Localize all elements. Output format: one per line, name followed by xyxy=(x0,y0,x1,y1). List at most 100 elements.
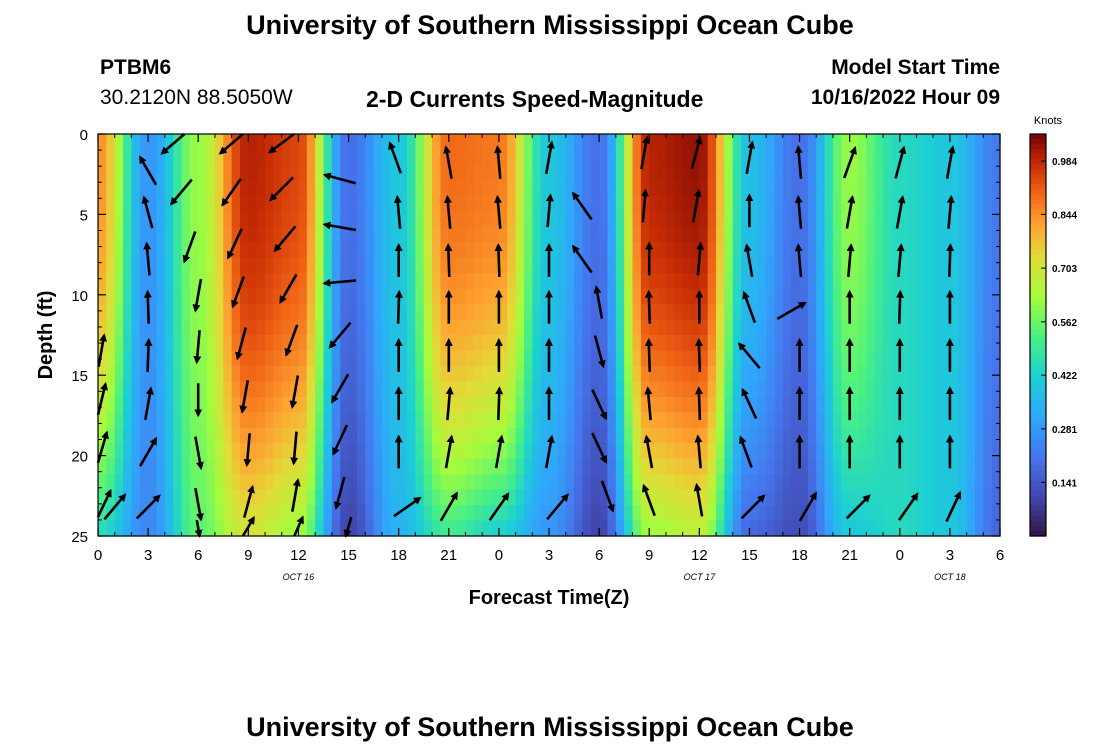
heatmap-cell xyxy=(248,288,258,305)
heatmap-cell xyxy=(791,350,801,367)
heatmap-cell xyxy=(340,195,350,212)
heatmap-cell xyxy=(239,474,249,491)
heatmap-cell xyxy=(390,350,400,367)
heatmap-cell xyxy=(498,273,508,290)
heatmap-cell xyxy=(599,365,609,382)
heatmap-cell xyxy=(181,505,191,522)
heatmap-cell xyxy=(774,335,784,352)
heatmap-cell xyxy=(139,242,149,259)
heatmap-cell xyxy=(640,365,650,382)
heatmap-cell xyxy=(148,365,158,382)
heatmap-cell xyxy=(974,520,984,537)
heatmap-cell xyxy=(139,396,149,413)
heatmap-cell xyxy=(983,149,993,166)
heatmap-cell xyxy=(148,195,158,212)
heatmap-cell xyxy=(824,304,834,321)
heatmap-cell xyxy=(156,520,166,537)
heatmap-cell xyxy=(707,458,717,475)
heatmap-cell xyxy=(515,319,525,336)
heatmap-cell xyxy=(832,149,842,166)
heatmap-cell xyxy=(348,365,358,382)
heatmap-cell xyxy=(941,180,951,197)
heatmap-cell xyxy=(106,242,116,259)
heatmap-cell xyxy=(98,134,107,151)
heatmap-cell xyxy=(858,412,867,429)
heatmap-cell xyxy=(782,164,792,181)
heatmap-cell xyxy=(891,350,901,367)
heatmap-cell xyxy=(549,273,558,290)
heatmap-cell xyxy=(565,350,575,367)
heatmap-cell xyxy=(908,474,918,491)
heatmap-cell xyxy=(807,226,817,243)
heatmap-cell xyxy=(716,134,725,151)
heatmap-cell xyxy=(189,520,199,537)
heatmap-cell xyxy=(98,365,107,382)
heatmap-cell xyxy=(974,242,984,259)
heatmap-cell xyxy=(991,304,1001,321)
heatmap-cell xyxy=(206,474,216,491)
heatmap-cell xyxy=(699,350,709,367)
heatmap-cell xyxy=(415,164,425,181)
heatmap-cell xyxy=(348,474,358,491)
heatmap-cell xyxy=(565,226,575,243)
heatmap-cell xyxy=(933,474,943,491)
heatmap-cell xyxy=(749,335,759,352)
heatmap-cell xyxy=(883,195,893,212)
heatmap-cell xyxy=(757,505,767,522)
heatmap-cell xyxy=(624,288,634,305)
heatmap-cell xyxy=(549,474,558,491)
current-vector xyxy=(138,436,158,467)
heatmap-cell xyxy=(690,458,700,475)
heatmap-cell xyxy=(699,242,709,259)
heatmap-cell xyxy=(799,288,809,305)
heatmap-cell xyxy=(273,149,283,166)
heatmap-cell xyxy=(590,489,600,506)
heatmap-cell xyxy=(958,505,968,522)
current-vector xyxy=(544,140,555,175)
heatmap-cell xyxy=(624,319,634,336)
heatmap-cell xyxy=(974,273,984,290)
heatmap-cell xyxy=(549,226,558,243)
heatmap-cell xyxy=(490,211,500,228)
current-vector xyxy=(794,194,803,229)
heatmap-cell xyxy=(540,134,550,151)
heatmap-cell xyxy=(407,365,416,382)
heatmap-cell xyxy=(832,211,842,228)
heatmap-cell xyxy=(281,396,291,413)
heatmap-cell xyxy=(766,257,776,274)
heatmap-cell xyxy=(908,288,918,305)
heatmap-cell xyxy=(164,242,174,259)
heatmap-cell xyxy=(148,520,158,537)
heatmap-cell xyxy=(214,458,224,475)
heatmap-cell xyxy=(398,412,408,429)
heatmap-cell xyxy=(749,381,759,398)
heatmap-cell xyxy=(582,211,592,228)
heatmap-cell xyxy=(682,365,692,382)
heatmap-cell xyxy=(532,319,542,336)
heatmap-cell xyxy=(415,226,425,243)
heatmap-cell xyxy=(131,520,141,537)
heatmap-cell xyxy=(866,288,876,305)
heatmap-cell xyxy=(482,335,492,352)
heatmap-cell xyxy=(707,149,717,166)
y-tick-label: 5 xyxy=(80,207,88,224)
heatmap-cell xyxy=(139,458,149,475)
heatmap-cell xyxy=(498,381,508,398)
heatmap-cell xyxy=(306,319,316,336)
heatmap-cell xyxy=(281,427,291,444)
heatmap-cell xyxy=(824,273,834,290)
colorbar-segment xyxy=(1030,460,1046,467)
heatmap-cell xyxy=(373,350,383,367)
heatmap-cell xyxy=(540,226,550,243)
heatmap-cell xyxy=(749,257,759,274)
heatmap-cell xyxy=(916,242,926,259)
heatmap-cell xyxy=(916,226,926,243)
heatmap-cell xyxy=(465,134,475,151)
heatmap-cell xyxy=(306,195,316,212)
heatmap-cell xyxy=(298,365,308,382)
heatmap-cell xyxy=(716,458,725,475)
heatmap-cell xyxy=(615,149,625,166)
heatmap-cell xyxy=(440,180,450,197)
heatmap-cell xyxy=(223,427,233,444)
heatmap-cell xyxy=(423,381,433,398)
